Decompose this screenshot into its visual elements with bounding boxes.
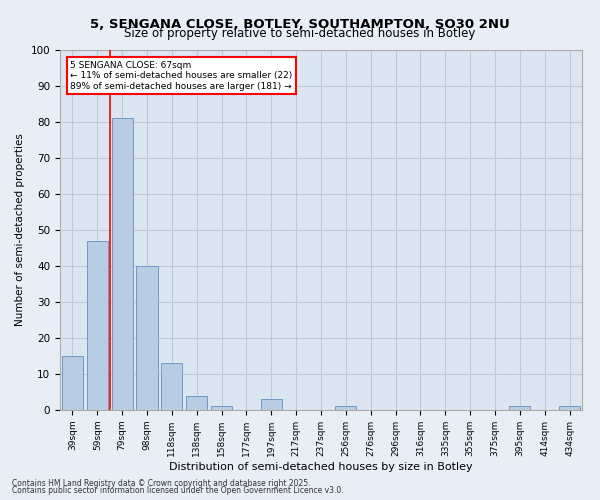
Bar [186,396,207,410]
Bar [261,399,282,410]
Bar [161,363,182,410]
Text: 5 SENGANA CLOSE: 67sqm
← 11% of semi-detached houses are smaller (22)
89% of sem: 5 SENGANA CLOSE: 67sqm ← 11% of semi-det… [70,61,293,90]
Text: Contains public sector information licensed under the Open Government Licence v3: Contains public sector information licen… [12,486,344,495]
X-axis label: Distribution of semi-detached houses by size in Botley: Distribution of semi-detached houses by … [169,462,473,471]
Text: Contains HM Land Registry data © Crown copyright and database right 2025.: Contains HM Land Registry data © Crown c… [12,478,311,488]
Bar [509,406,530,410]
Y-axis label: Number of semi-detached properties: Number of semi-detached properties [15,134,25,326]
Bar [559,406,580,410]
Bar [335,406,356,410]
Bar [136,266,158,410]
Bar [211,406,232,410]
Text: Size of property relative to semi-detached houses in Botley: Size of property relative to semi-detach… [124,28,476,40]
Bar [112,118,133,410]
Bar [62,356,83,410]
Bar [87,241,108,410]
Text: 5, SENGANA CLOSE, BOTLEY, SOUTHAMPTON, SO30 2NU: 5, SENGANA CLOSE, BOTLEY, SOUTHAMPTON, S… [90,18,510,30]
